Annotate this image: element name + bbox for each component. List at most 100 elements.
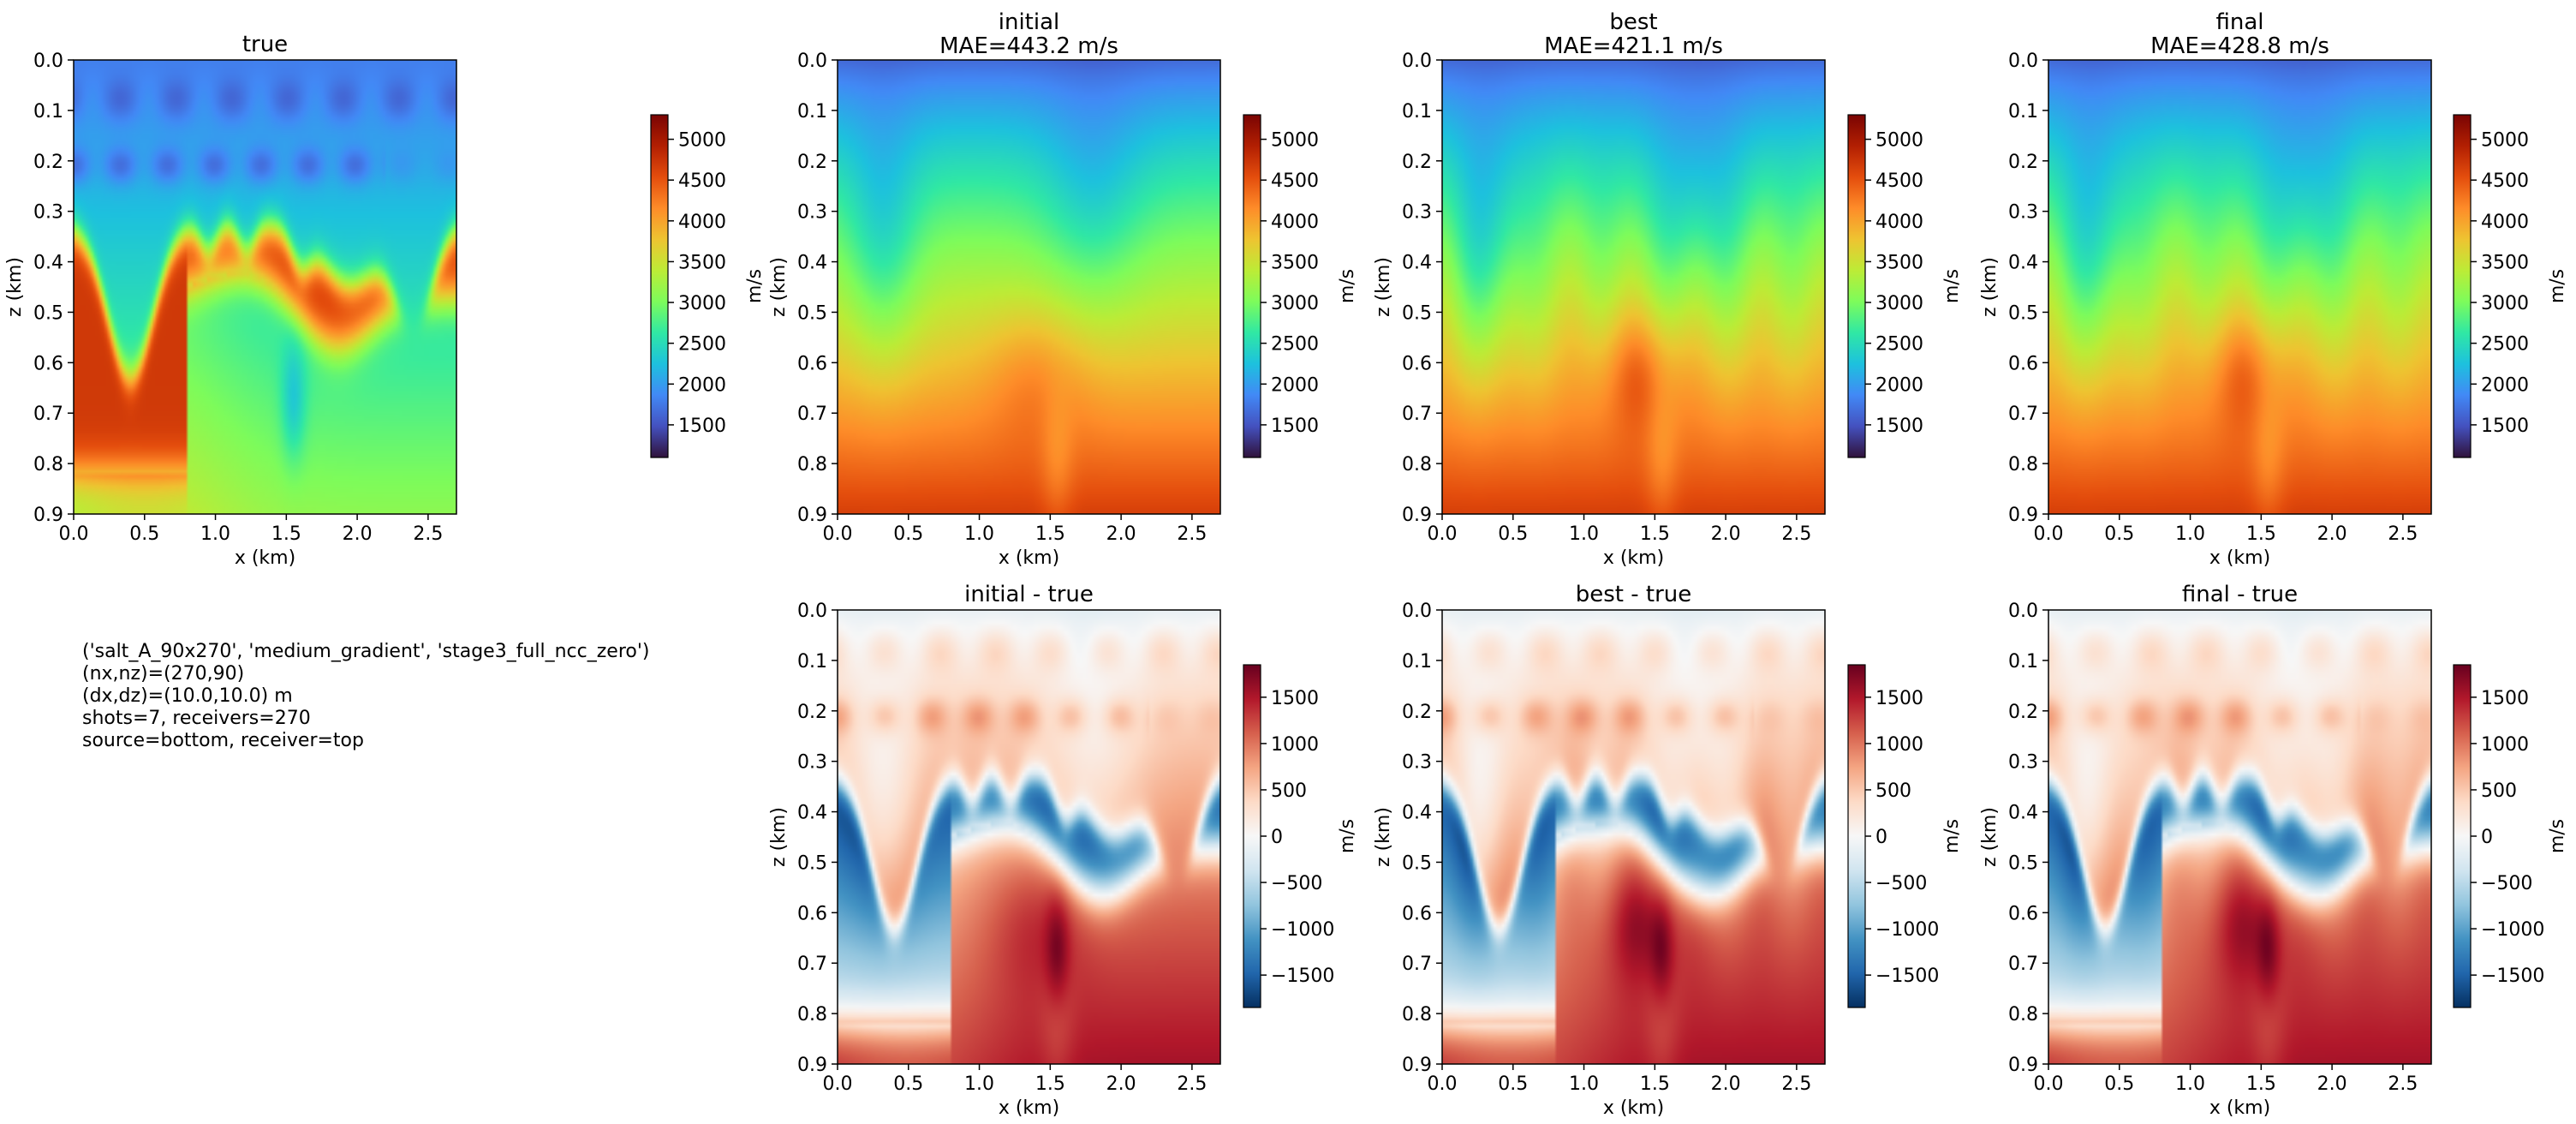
y-tick-label: 0.9 <box>797 1055 827 1076</box>
y-tick-label: 0.5 <box>1402 302 1432 324</box>
y-tick-label: 0.9 <box>1402 1055 1432 1076</box>
colorbar-tick-label: −1500 <box>1875 966 1939 987</box>
y-tick-label: 0.9 <box>33 505 63 526</box>
info-line: source=bottom, receiver=top <box>82 730 364 751</box>
x-tick-label: 1.0 <box>2175 1073 2205 1095</box>
y-tick-label: 0.9 <box>2008 505 2038 526</box>
y-tick-label: 0.3 <box>2008 752 2038 774</box>
y-tick-label: 0.0 <box>2008 601 2038 622</box>
x-axis-label: x (km) <box>1603 1097 1664 1119</box>
colorbar-tick-label: −500 <box>1271 873 1322 894</box>
y-tick-label: 0.8 <box>1402 1004 1432 1025</box>
x-tick-label: 1.5 <box>1035 1073 1065 1095</box>
y-tick-label: 0.7 <box>1402 404 1432 425</box>
y-tick-label: 0.5 <box>2008 852 2038 874</box>
x-tick-label: 2.0 <box>1711 1073 1741 1095</box>
y-tick-label: 0.9 <box>2008 1055 2038 1076</box>
colorbar-tick-label: 3000 <box>1271 293 1319 314</box>
colorbar <box>1243 114 1261 458</box>
y-tick-label: 0.3 <box>1402 752 1432 774</box>
y-tick-label: 0.5 <box>33 302 63 324</box>
info-line: (nx,nz)=(270,90) <box>82 663 245 685</box>
x-tick-label: 0.0 <box>2034 1073 2064 1095</box>
x-tick-label: 2.5 <box>413 523 443 545</box>
colorbar-tick-label: 5000 <box>1875 130 1923 152</box>
x-tick-label: 0.0 <box>823 1073 853 1095</box>
y-tick-label: 0.5 <box>797 302 827 324</box>
colorbar-tick-label: 2000 <box>1875 374 1923 396</box>
x-tick-label: 0.0 <box>59 523 89 545</box>
x-tick-label: 2.0 <box>343 523 373 545</box>
y-tick-label: 0.3 <box>2008 202 2038 224</box>
colorbar-tick-label: −500 <box>1875 873 1927 894</box>
y-tick-label: 0.6 <box>797 903 827 924</box>
colorbar-tick-label: 5000 <box>678 130 726 152</box>
y-tick-label: 0.7 <box>2008 404 2038 425</box>
x-tick-label: 0.0 <box>1428 1073 1458 1095</box>
y-tick-label: 0.6 <box>1402 903 1432 924</box>
colorbar-tick-label: 4000 <box>678 212 726 233</box>
colorbar-tick-label: −1000 <box>2481 919 2544 941</box>
colorbar-tick-label: 2000 <box>1271 374 1319 396</box>
y-tick-label: 0.0 <box>797 601 827 622</box>
chart-panel: true 0.0 0.5 1.0 1.5 2.0 2.5 x (km) 0.0 0.1 0.2 0.3… <box>4 32 766 569</box>
colorbar-tick-label: 2500 <box>1271 334 1319 356</box>
y-tick-label: 0.1 <box>797 651 827 673</box>
panel-title: best <box>1609 9 1657 35</box>
colorbar-tick-label: 5000 <box>2481 130 2529 152</box>
plot-frame <box>837 609 1221 1065</box>
colorbar-tick-label: 1500 <box>1875 688 1923 709</box>
panel-subtitle: MAE=421.1 m/s <box>1544 33 1723 59</box>
y-tick-label: 0.1 <box>2008 101 2038 123</box>
y-tick-label: 0.4 <box>797 253 827 274</box>
y-tick-label: 0.3 <box>797 202 827 224</box>
x-tick-label: 1.0 <box>964 1073 994 1095</box>
heatmap-image <box>1442 610 1825 1064</box>
y-axis-label: z (km) <box>1979 807 2001 867</box>
plot-frame <box>837 59 1221 515</box>
colorbar-tick-label: 2500 <box>1875 334 1923 356</box>
y-tick-label: 0.0 <box>33 51 63 72</box>
x-tick-label: 2.0 <box>1106 523 1136 545</box>
colorbar-tick-label: 500 <box>1271 780 1307 802</box>
colorbar-tick-label: −1500 <box>2481 966 2544 987</box>
colorbar <box>2453 664 2472 1008</box>
colorbar-tick-label: 500 <box>1875 780 1911 802</box>
plot-frame <box>73 59 457 515</box>
y-tick-label: 0.1 <box>2008 651 2038 673</box>
x-tick-label: 2.5 <box>2388 1073 2418 1095</box>
x-tick-label: 2.5 <box>1781 523 1811 545</box>
colorbar-tick-label: 1500 <box>2481 416 2529 437</box>
colorbar-label: m/s <box>744 269 766 303</box>
y-tick-label: 0.2 <box>2008 702 2038 723</box>
colorbar-tick-label: 3000 <box>1875 293 1923 314</box>
colorbar-label: m/s <box>2547 269 2568 303</box>
y-tick-label: 0.6 <box>33 353 63 374</box>
x-tick-label: 0.5 <box>2104 1073 2134 1095</box>
y-tick-label: 0.8 <box>797 1004 827 1025</box>
colorbar-label: m/s <box>2547 819 2568 853</box>
x-tick-label: 1.0 <box>2175 523 2205 545</box>
colorbar <box>1847 114 1866 458</box>
y-tick-label: 0.5 <box>2008 302 2038 324</box>
y-tick-label: 0.2 <box>797 702 827 723</box>
x-tick-label: 2.5 <box>1781 1073 1811 1095</box>
x-tick-label: 1.0 <box>1569 1073 1599 1095</box>
y-tick-label: 0.8 <box>33 454 63 475</box>
y-tick-label: 0.8 <box>2008 454 2038 475</box>
panel-title: true <box>242 32 288 57</box>
y-tick-label: 0.3 <box>1402 202 1432 224</box>
x-tick-label: 1.0 <box>1569 523 1599 545</box>
colorbar-tick-label: 2500 <box>2481 334 2529 356</box>
colorbar-tick-label: 4500 <box>678 170 726 192</box>
y-tick-label: 0.5 <box>1402 852 1432 874</box>
colorbar-tick-label: 0 <box>1271 827 1283 848</box>
colorbar-tick-label: 1000 <box>1271 734 1319 756</box>
heatmap-image <box>74 60 456 514</box>
heatmap-image <box>838 610 1220 1064</box>
x-tick-label: 2.5 <box>1177 1073 1207 1095</box>
y-tick-label: 0.4 <box>797 803 827 824</box>
